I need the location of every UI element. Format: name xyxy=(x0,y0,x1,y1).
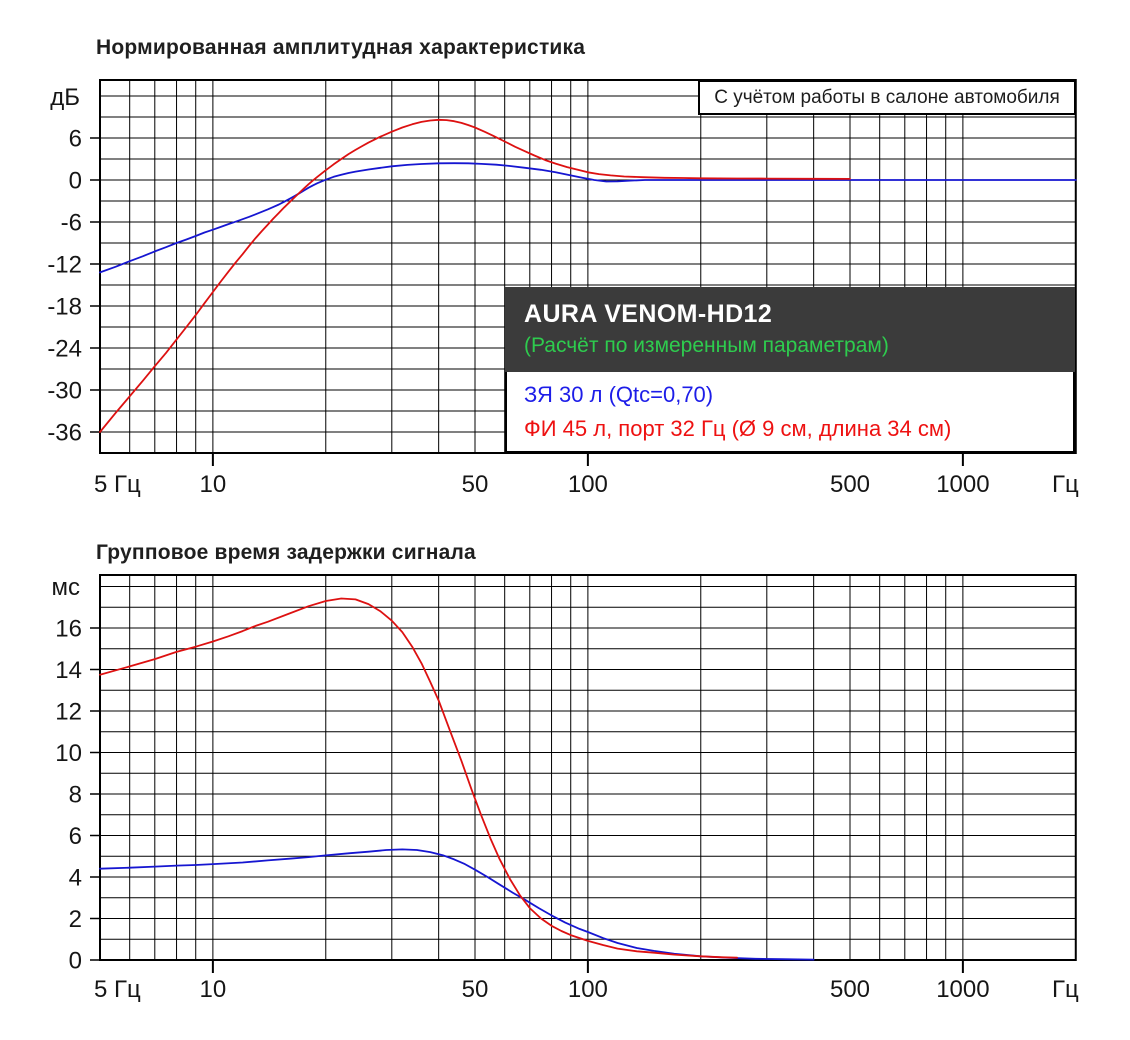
svg-text:10: 10 xyxy=(55,740,82,767)
cabin-annotation-text: С учётом работы в салоне автомобиля xyxy=(714,86,1060,108)
svg-text:500: 500 xyxy=(830,471,870,498)
svg-text:-12: -12 xyxy=(47,252,82,279)
legend-series-panel: ЗЯ 30 л (Qtc=0,70) ФИ 45 л, порт 32 Гц (… xyxy=(505,372,1075,453)
svg-text:100: 100 xyxy=(568,976,608,1003)
svg-text:-36: -36 xyxy=(47,420,82,447)
svg-text:4: 4 xyxy=(69,865,82,892)
cabin-annotation-box: С учётом работы в салоне автомобиля xyxy=(698,80,1076,115)
svg-text:50: 50 xyxy=(462,976,489,1003)
svg-text:5 Гц: 5 Гц xyxy=(94,976,141,1003)
svg-text:10: 10 xyxy=(200,976,227,1003)
svg-text:8: 8 xyxy=(69,782,82,809)
legend-item-ported: ФИ 45 л, порт 32 Гц (Ø 9 см, длина 34 см… xyxy=(524,416,952,441)
svg-text:16: 16 xyxy=(55,616,82,643)
legend-subtitle: (Расчёт по измеренным параметрам) xyxy=(524,334,889,357)
group-delay-chart-title: Групповое время задержки сигнала xyxy=(96,541,476,564)
svg-text:0: 0 xyxy=(69,168,82,195)
legend-title: AURA VENOM-HD12 xyxy=(524,300,773,328)
svg-text:14: 14 xyxy=(55,657,82,684)
svg-text:6: 6 xyxy=(69,126,82,153)
svg-text:5 Гц: 5 Гц xyxy=(94,471,141,498)
group-delay-y-unit-label: мс xyxy=(51,574,81,601)
amplitude-y-unit-label: дБ xyxy=(50,84,80,111)
amplitude-chart-title: Нормированная амплитудная характеристика xyxy=(96,36,586,59)
svg-text:50: 50 xyxy=(462,471,489,498)
svg-text:-6: -6 xyxy=(61,210,82,237)
svg-text:6: 6 xyxy=(69,823,82,850)
svg-text:500: 500 xyxy=(830,976,870,1003)
svg-text:10: 10 xyxy=(200,471,227,498)
svg-text:100: 100 xyxy=(568,471,608,498)
legend-header-panel: AURA VENOM-HD12 (Расчёт по измеренным па… xyxy=(505,287,1075,372)
svg-text:-18: -18 xyxy=(47,294,82,321)
svg-text:-24: -24 xyxy=(47,336,82,363)
svg-text:2: 2 xyxy=(69,906,82,933)
legend-item-sealed: ЗЯ 30 л (Qtc=0,70) xyxy=(524,382,714,407)
svg-text:-30: -30 xyxy=(47,378,82,405)
svg-text:1000: 1000 xyxy=(936,471,989,498)
svg-text:12: 12 xyxy=(55,699,82,726)
svg-text:Гц: Гц xyxy=(1052,471,1079,498)
svg-text:Гц: Гц xyxy=(1052,976,1079,1003)
svg-text:0: 0 xyxy=(69,948,82,975)
svg-text:1000: 1000 xyxy=(936,976,989,1003)
